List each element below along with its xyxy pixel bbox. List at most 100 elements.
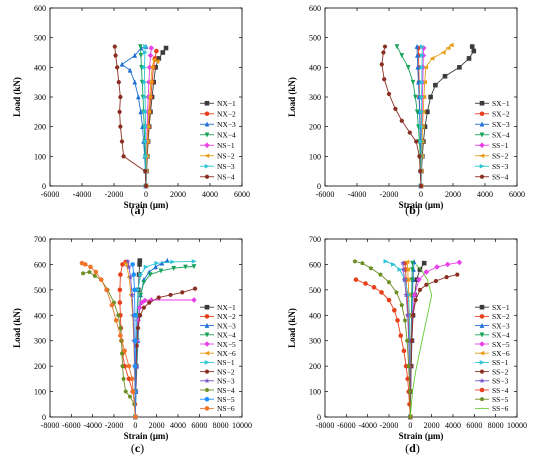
data-point <box>406 363 411 369</box>
data-point <box>386 279 392 285</box>
series-line <box>134 266 195 418</box>
data-point <box>146 300 152 305</box>
data-point <box>381 50 386 55</box>
data-point <box>399 118 405 123</box>
data-point <box>132 52 138 58</box>
data-point <box>130 262 135 267</box>
data-point <box>154 260 160 266</box>
data-point <box>146 94 152 100</box>
legend-marker <box>204 396 210 402</box>
data-point <box>138 272 144 277</box>
data-point <box>419 124 425 129</box>
data-point <box>116 312 121 318</box>
legend-item: SX−1 <box>475 99 510 108</box>
x-axis: -6000 -4000 -2000 0 2000 4000 6000 <box>41 8 250 199</box>
x-tick-label: 6000 <box>509 190 525 199</box>
y-tick-label: 500 <box>309 286 321 295</box>
x-tick-label: -4000 <box>73 190 92 199</box>
data-point <box>148 45 155 51</box>
legend-label: SS−4 <box>492 173 509 182</box>
legend-label: SS−2 <box>492 152 509 161</box>
legend-item: NS−4 <box>200 173 235 182</box>
data-point <box>395 318 400 323</box>
legend-item: NX−3 <box>200 321 236 330</box>
legend: SX−1SX−2SX−3SX−4SX−5SX−6SS−1SS−2SS−3SS−4… <box>475 303 510 413</box>
data-point <box>414 109 420 115</box>
x-axis: -8000 -6000 -4000 -2000 0 2000 4000 6000 8000 100… <box>316 239 527 430</box>
data-point <box>141 279 147 285</box>
legend-label: SX−5 <box>492 340 510 349</box>
legend-label: NX−3 <box>217 120 236 129</box>
legend-item: NS−3 <box>200 162 235 171</box>
legend-label: NS−4 <box>217 386 235 395</box>
data-point <box>399 302 404 307</box>
data-point <box>125 258 131 264</box>
series-line <box>134 299 194 418</box>
data-point <box>413 139 419 144</box>
data-point <box>433 82 438 88</box>
legend-marker <box>204 100 210 106</box>
legend-marker <box>479 121 485 127</box>
data-point <box>138 292 143 298</box>
data-point <box>454 272 460 277</box>
chart-svg-d: -8000 -6000 -4000 -2000 0 2000 4000 6000 8000 100… <box>287 235 527 441</box>
data-point <box>423 65 429 70</box>
legend-marker <box>479 322 485 328</box>
x-tick-label: -4000 <box>83 421 102 430</box>
data-point <box>114 65 120 70</box>
series-line <box>354 260 411 418</box>
legend-marker <box>204 163 210 169</box>
data-point <box>371 285 377 290</box>
data-point <box>160 50 166 55</box>
legend-marker <box>479 163 485 169</box>
legend-item: NS−5 <box>200 395 235 404</box>
panel-label-b: (b) <box>405 203 420 217</box>
data-point <box>415 64 421 70</box>
series-SS−4 <box>353 277 413 420</box>
data-point <box>410 260 415 266</box>
data-point <box>120 363 125 369</box>
x-tick-label: 8000 <box>488 421 504 430</box>
data-point <box>434 264 440 270</box>
legend-marker <box>479 314 485 319</box>
data-point <box>142 50 148 55</box>
legend-label: SX−3 <box>492 321 510 330</box>
y-tick-label: 200 <box>34 362 46 371</box>
data-point <box>399 53 405 59</box>
data-point <box>424 282 429 287</box>
data-point <box>363 281 368 286</box>
data-point <box>404 312 411 318</box>
data-point <box>98 277 104 282</box>
data-point <box>153 264 158 270</box>
data-point <box>163 45 169 51</box>
data-point <box>149 65 155 70</box>
legend-marker <box>479 174 485 179</box>
x-tick-label: 10000 <box>232 421 252 430</box>
data-point <box>112 44 118 49</box>
data-point <box>386 297 392 303</box>
y-tick-label: 700 <box>34 235 46 244</box>
y-axis: 0 100 200 300 400 500 600 700 <box>309 235 517 422</box>
y-axis-label: Load (kN) <box>287 77 297 117</box>
legend-marker <box>204 142 210 149</box>
series-SS−5 <box>352 259 413 419</box>
y-tick-label: 600 <box>309 260 321 269</box>
data-point <box>444 275 449 280</box>
data-point <box>137 262 142 267</box>
x-tick-label: 2000 <box>445 190 461 199</box>
legend-item: SX−3 <box>475 321 510 330</box>
series-SS−6 <box>409 264 433 418</box>
data-point <box>138 53 144 59</box>
x-tick-label: 0 <box>133 421 137 430</box>
series-SS−2 <box>408 272 460 419</box>
data-point <box>409 267 415 273</box>
data-point <box>401 276 408 283</box>
legend: SX−1 SX−2SX−3 SX−4SS−1 SS−2SS−3 SS−4 <box>475 99 510 182</box>
data-point <box>92 273 97 278</box>
data-point <box>407 389 412 394</box>
legend-item: NX−1 <box>200 303 236 312</box>
y-tick-label: 700 <box>309 235 321 244</box>
legend-marker <box>479 100 485 106</box>
data-point <box>171 265 177 271</box>
y-tick-label: 300 <box>309 337 321 346</box>
